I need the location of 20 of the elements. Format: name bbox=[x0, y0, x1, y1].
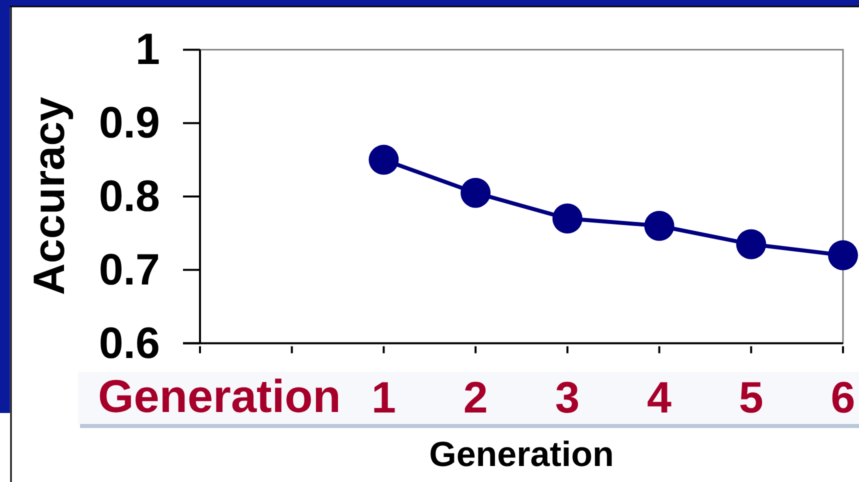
y-tick-label: 0.6 bbox=[98, 318, 160, 368]
y-axis-title: Accuracy bbox=[25, 96, 74, 296]
x-tick-label: 3 bbox=[555, 373, 580, 422]
point bbox=[552, 204, 582, 234]
point bbox=[828, 240, 858, 270]
text: Generation bbox=[98, 370, 341, 422]
y-tick-label: 0.8 bbox=[98, 172, 160, 221]
x-tick-label: 1 bbox=[371, 373, 396, 422]
point bbox=[460, 178, 491, 208]
point bbox=[736, 229, 766, 260]
point bbox=[644, 210, 674, 241]
x-axis-title: Generation bbox=[429, 435, 614, 474]
y-tick-label: 0.7 bbox=[98, 245, 160, 294]
y-tick-label: 0.9 bbox=[98, 98, 160, 148]
point bbox=[368, 144, 399, 175]
x-tick-label: 2 bbox=[463, 373, 488, 422]
x-tick-label: 6 bbox=[830, 373, 856, 422]
x-tick-label: 5 bbox=[738, 373, 764, 422]
y-tick-label: 1 bbox=[136, 25, 160, 74]
x-tick-label: 4 bbox=[647, 373, 672, 422]
